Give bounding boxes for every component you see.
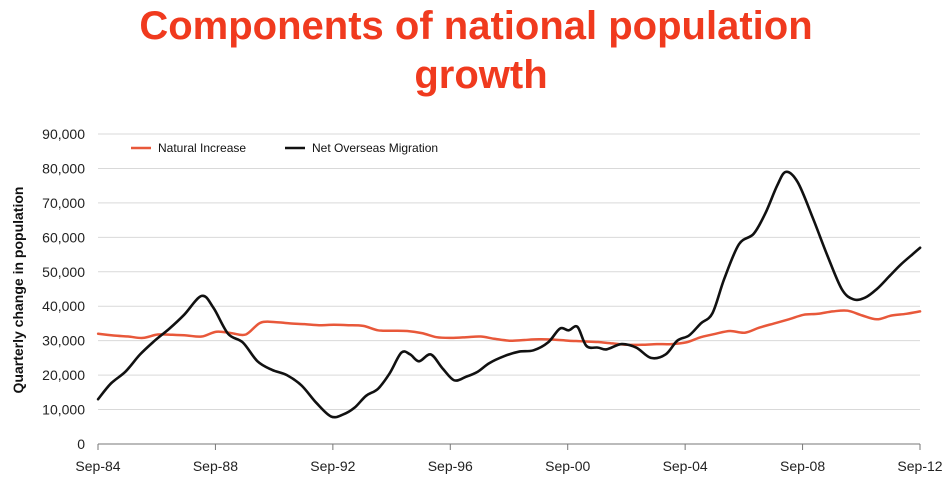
y-tick-label: 90,000: [42, 126, 85, 142]
x-tick-label: Sep-96: [428, 458, 473, 474]
gridlines: [98, 133, 920, 411]
y-tick-label: 60,000: [42, 229, 85, 245]
x-tick-label: Sep-84: [75, 458, 120, 474]
y-tick-label: 20,000: [42, 367, 85, 383]
x-tick-label: Sep-12: [897, 458, 942, 474]
y-tick-label: 30,000: [42, 333, 85, 349]
series-line-natural-increase: [96, 309, 922, 347]
chart-title-line-2: growth: [414, 53, 548, 97]
y-tick-label: 80,000: [42, 160, 85, 176]
y-tick-label: 40,000: [42, 298, 85, 314]
x-axis: Sep-84 Sep-88 Sep-92 Sep-96 Sep-00 Sep-04 Sep-…: [75, 443, 943, 474]
x-tick-label: Sep-00: [545, 458, 590, 474]
x-tick-label: Sep-92: [310, 458, 355, 474]
y-axis-ticks: 0 10,000 20,000 30,000 40,000 50,000 60,000 70,…: [42, 126, 85, 452]
series-line-net-overseas-migration: [96, 170, 922, 419]
y-tick-label: 70,000: [42, 195, 85, 211]
legend: Natural Increase Net Overseas Migration: [131, 141, 438, 155]
series-lines: [96, 170, 922, 419]
y-tick-label: 0: [77, 436, 85, 452]
y-axis-label: Quarterly change in population: [10, 187, 26, 394]
x-tick-label: Sep-88: [193, 458, 238, 474]
legend-label-natural-increase: Natural Increase: [158, 141, 246, 155]
x-tick-label: Sep-04: [663, 458, 708, 474]
legend-label-net-overseas-migration: Net Overseas Migration: [312, 141, 438, 155]
y-tick-label: 50,000: [42, 264, 85, 280]
x-tick-label: Sep-08: [780, 458, 825, 474]
y-tick-label: 10,000: [42, 402, 85, 418]
chart-title-line-1: Components of national population: [139, 4, 813, 48]
